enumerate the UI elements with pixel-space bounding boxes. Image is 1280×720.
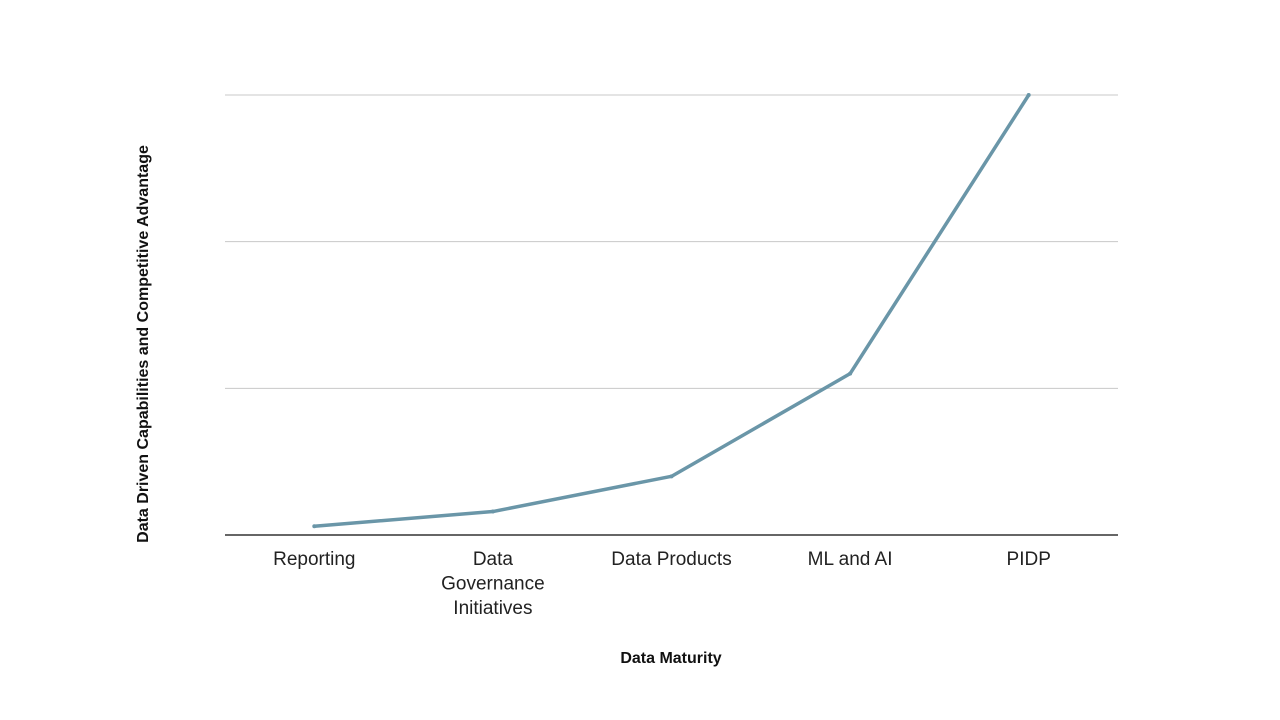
x-tick-label-2: Data Products (611, 549, 731, 570)
y-axis-title: Data Driven Capabilities and Competitive… (135, 145, 152, 543)
gridlines (225, 94, 1118, 389)
data-point-4 (1026, 93, 1031, 97)
x-tick-label-0: Reporting (273, 549, 355, 570)
x-axis-title: Data Maturity (620, 650, 721, 667)
data-point-0 (312, 524, 317, 529)
data-point-3 (848, 371, 853, 376)
x-tick-label-1: Data Governance Initiatives (441, 549, 545, 619)
data-point-2 (669, 474, 674, 479)
x-tick-label-4: PIDP (1007, 549, 1051, 570)
series-group (312, 93, 1031, 529)
data-point-1 (490, 509, 495, 514)
x-tick-labels: Reporting Data Governance Initiatives Data P… (273, 549, 1051, 619)
series-line-0 (312, 93, 1031, 528)
x-tick-label-3: ML and AI (808, 549, 893, 570)
